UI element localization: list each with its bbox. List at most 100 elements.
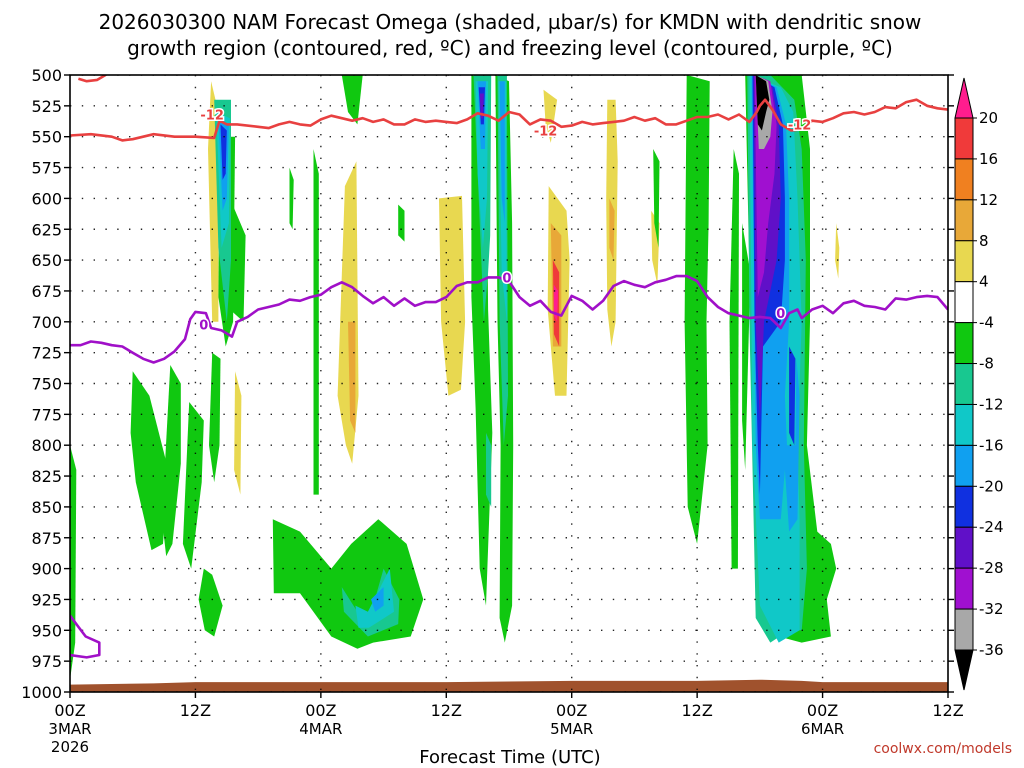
omega-region-m4-3	[198, 568, 223, 637]
contour-line-2	[70, 614, 101, 659]
contour-label-0-1: -12	[534, 125, 558, 140]
x-tick-label-2: 00Z	[305, 701, 336, 720]
omega-region-m24-0	[479, 93, 484, 119]
omega-region-m4-12	[398, 204, 405, 242]
chart-title-line1: 2026030300 NAM Forecast Omega (shaded, µ…	[99, 10, 922, 34]
contour-label-1-1: 0	[502, 271, 511, 286]
omega-region-m4-2	[182, 402, 204, 569]
omega-region-4-3	[439, 195, 466, 396]
x-date-label-2: 4MAR	[299, 720, 342, 738]
omega-region-m4-8	[289, 167, 294, 230]
y-tick-label-750: 750	[31, 375, 62, 394]
colorbar-label-6: -8	[979, 355, 994, 373]
omega-region-4-8	[835, 223, 840, 279]
colorbar-label-5: -4	[979, 314, 994, 332]
omega-region-m4-4	[209, 352, 221, 483]
colorbar-box-8	[954, 444, 974, 487]
x-tick-label-6: 00Z	[807, 701, 838, 720]
x-tick-label-4: 00Z	[556, 701, 587, 720]
contour-line-0	[70, 98, 948, 142]
x-year-label-0: 2026	[51, 738, 89, 756]
axes: 500 525 550 575 600 625 650 675 700 725 750 775 800 8…	[21, 66, 963, 756]
omega-region-m4-16	[684, 75, 710, 544]
x-axis-title: Forecast Time (UTC)	[419, 747, 600, 768]
colorbar-label-3: 8	[979, 232, 989, 250]
y-tick-label-775: 775	[31, 405, 62, 424]
omega-region-m4-7	[70, 445, 77, 680]
y-tick-label-875: 875	[31, 529, 62, 548]
omega-region-m4-9	[313, 149, 319, 495]
omega-region-m4-1	[162, 365, 181, 557]
chart-title-line2: growth region (contoured, red, ºC) and f…	[127, 36, 893, 60]
colorbar-box-6	[954, 363, 974, 405]
colorbar-label-11: -28	[979, 559, 1004, 577]
x-tick-label-7: 12Z	[932, 701, 963, 720]
y-tick-label-925: 925	[31, 590, 62, 609]
colorbar-box-5	[954, 322, 974, 365]
colorbar-box-12	[954, 608, 974, 651]
y-tick-label-550: 550	[31, 128, 62, 147]
colorbar-box-1	[954, 158, 974, 201]
colorbar-label-2: 12	[979, 191, 998, 209]
omega-region-4-1	[234, 371, 242, 495]
contour-line-1	[70, 274, 948, 364]
plot-area: -12 -12 -12 0 0 0	[70, 75, 948, 692]
y-tick-label-650: 650	[31, 251, 62, 270]
omega-region-4-4	[543, 89, 558, 143]
colorbar: 20 16 12 8 4 -4 -8 -12 -16 -20 -24 -28 -32 -36	[954, 77, 1004, 691]
x-tick-label-0: 00Z	[54, 701, 85, 720]
x-date-label-0: 3MAR	[48, 720, 91, 738]
colorbar-box-4	[954, 281, 974, 324]
y-tick-label-975: 975	[31, 652, 62, 671]
x-tick-label-1: 12Z	[180, 701, 211, 720]
plot-content: -12 -12 -12 0 0 0	[70, 75, 948, 692]
y-tick-label-625: 625	[31, 220, 62, 239]
colorbar-label-10: -24	[979, 518, 1004, 536]
y-tick-label-900: 900	[31, 560, 62, 579]
colorbar-box-7	[954, 403, 974, 446]
y-tick-label-950: 950	[31, 621, 62, 640]
y-tick-label-1000: 1000	[21, 683, 62, 702]
omega-region-8-2	[609, 198, 615, 261]
omega-region-m20-3	[789, 346, 796, 446]
y-tick-label-725: 725	[31, 344, 62, 363]
colorbar-label-8: -16	[979, 436, 1004, 454]
y-tick-label-675: 675	[31, 282, 62, 301]
omega-region-m20-0	[220, 124, 227, 180]
omega-region-m8-4	[486, 432, 492, 507]
contour-label-1-2: 0	[776, 307, 785, 322]
colorbar-top-arrow	[954, 77, 974, 119]
x-tick-label-3: 12Z	[431, 701, 462, 720]
colorbar-label-13: -36	[979, 641, 1004, 659]
y-tick-label-600: 600	[31, 189, 62, 208]
omega-region-m4-17	[729, 149, 739, 569]
colorbar-label-0: 20	[979, 109, 998, 127]
omega-region-m4-18	[742, 223, 751, 470]
colorbar-box-3	[954, 240, 974, 283]
contour-label-0-2: -12	[788, 118, 812, 133]
colorbar-label-12: -32	[979, 600, 1004, 618]
y-tick-label-700: 700	[31, 313, 62, 332]
colorbar-label-1: 16	[979, 150, 998, 168]
y-tick-label-500: 500	[31, 66, 62, 85]
colorbar-label-4: 4	[979, 273, 989, 291]
y-tick-label-825: 825	[31, 467, 62, 486]
ground-terrain	[70, 679, 948, 692]
omega-region-m12-1	[355, 568, 394, 628]
colorbar-box-0	[954, 117, 974, 160]
x-date-label-6: 6MAR	[801, 720, 844, 738]
omega-region-m4-0	[130, 371, 169, 551]
y-tick-label-850: 850	[31, 498, 62, 517]
contour-label-0-0: -12	[200, 108, 224, 123]
colorbar-box-11	[954, 567, 974, 610]
y-tick-label-575: 575	[31, 159, 62, 178]
colorbar-label-7: -12	[979, 395, 1004, 413]
colorbar-bottom-arrow	[954, 649, 974, 691]
omega-region-m4-11	[272, 519, 424, 649]
colorbar-box-10	[954, 526, 974, 569]
y-tick-label-800: 800	[31, 436, 62, 455]
omega-region-m4-10	[341, 75, 363, 125]
colorbar-label-9: -20	[979, 477, 1004, 495]
contour-label-1-0: 0	[199, 318, 208, 333]
